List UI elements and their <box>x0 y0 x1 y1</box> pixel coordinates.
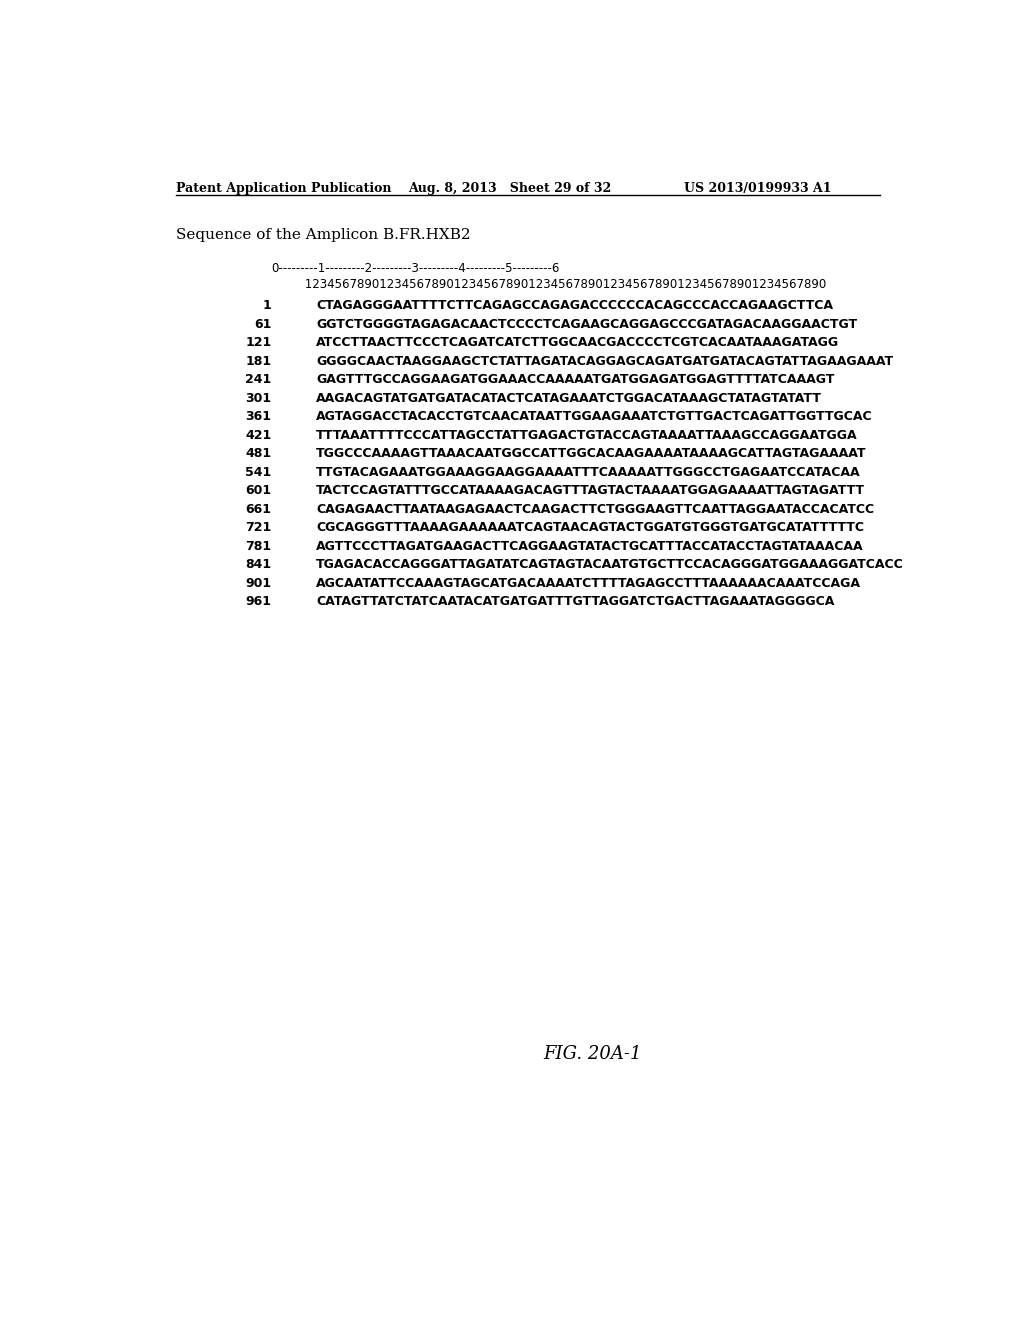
Text: GGGGCAACTAAGGAAGCTCTATTAGATACAGGAGCAGATGATGATACAGTATTAGAAGAAAT: GGGGCAACTAAGGAAGCTCTATTAGATACAGGAGCAGATG… <box>316 355 894 368</box>
Text: CGCAGGGTTTAAAAGAAAAAATCAGTAACAGTACTGGATGTGGGTGATGCATATTTTTC: CGCAGGGTTTAAAAGAAAAAATCAGTAACAGTACTGGATG… <box>316 521 864 535</box>
Text: 121: 121 <box>245 337 271 350</box>
Text: 361: 361 <box>246 411 271 424</box>
Text: TGAGACACCAGGGATTAGATATCAGTAGTACAATGTGCTTCCACAGGGATGGAAAGGATCACC: TGAGACACCAGGGATTAGATATCAGTAGTACAATGTGCTT… <box>316 558 904 572</box>
Text: CATAGTTATCTATCAATACATGATGATTTGTTAGGATCTGACTTAGAAATAGGGGCA: CATAGTTATCTATCAATACATGATGATTTGTTAGGATCTG… <box>316 595 835 609</box>
Text: GAGTTTGCCAGGAAGATGGAAACCAAAAATGATGGAGATGGAGTTTTATCAAAGT: GAGTTTGCCAGGAAGATGGAAACCAAAAATGATGGAGATG… <box>316 374 835 387</box>
Text: 61: 61 <box>254 318 271 331</box>
Text: AGTTCCCTTAGATGAAGACTTCAGGAAGTATACTGCATTTACCATACCTAGTATAAACAA: AGTTCCCTTAGATGAAGACTTCAGGAAGTATACTGCATTT… <box>316 540 864 553</box>
Text: 1: 1 <box>262 300 271 313</box>
Text: 961: 961 <box>246 595 271 609</box>
Text: Aug. 8, 2013   Sheet 29 of 32: Aug. 8, 2013 Sheet 29 of 32 <box>409 182 611 194</box>
Text: Sequence of the Amplicon B.FR.HXB2: Sequence of the Amplicon B.FR.HXB2 <box>176 227 471 242</box>
Text: 241: 241 <box>245 374 271 387</box>
Text: CTAGAGGGAATTTTCTTCAGAGCCAGAGACCCCCCACAGCCCACCAGAAGCTTCA: CTAGAGGGAATTTTCTTCAGAGCCAGAGACCCCCCACAGC… <box>316 300 834 313</box>
Text: 301: 301 <box>246 392 271 405</box>
Text: 541: 541 <box>245 466 271 479</box>
Text: TACTCCAGTATTTGCCATAAAAGACAGTTTAGTACTAAAATGGAGAAAATTAGTAGATTT: TACTCCAGTATTTGCCATAAAAGACAGTTTAGTACTAAAA… <box>316 484 865 498</box>
Text: Patent Application Publication: Patent Application Publication <box>176 182 391 194</box>
Text: 481: 481 <box>246 447 271 461</box>
Text: 0---------1---------2---------3---------4---------5---------6: 0---------1---------2---------3---------… <box>271 263 560 276</box>
Text: AAGACAGTATGATGATACATACTCATAGAAATCTGGACATAAAGCTATAGTATATT: AAGACAGTATGATGATACATACTCATAGAAATCTGGACAT… <box>316 392 822 405</box>
Text: 781: 781 <box>246 540 271 553</box>
Text: ATCCTTAACTTCCCTCAGATCATCTTGGCAACGACCCCTCGTCACAATAAAGATAGG: ATCCTTAACTTCCCTCAGATCATCTTGGCAACGACCCCTC… <box>316 337 840 350</box>
Text: 1234567890123456789012345678901234567890123456789012345678901234567890: 1234567890123456789012345678901234567890… <box>271 277 826 290</box>
Text: 841: 841 <box>246 558 271 572</box>
Text: 601: 601 <box>246 484 271 498</box>
Text: TTTAAATTTTCCCATTAGCCTATTGAGACTGTACCAGTAAAATTAAAGCCAGGAATGGA: TTTAAATTTTCCCATTAGCCTATTGAGACTGTACCAGTAA… <box>316 429 858 442</box>
Text: US 2013/0199933 A1: US 2013/0199933 A1 <box>684 182 831 194</box>
Text: AGTAGGACCTACACCTGTCAACATAATTGGAAGAAATCTGTTGACTCAGATTGGTTGCAC: AGTAGGACCTACACCTGTCAACATAATTGGAAGAAATCTG… <box>316 411 872 424</box>
Text: TGGCCCAAAAGTTAAACAATGGCCATTGGCACAAGAAAATAAAAGCATTAGTAGAAAAT: TGGCCCAAAAGTTAAACAATGGCCATTGGCACAAGAAAAT… <box>316 447 867 461</box>
Text: CAGAGAACTTAATAAGAGAACTCAAGACTTCTGGGAAGTTCAATTAGGAATACCACATCC: CAGAGAACTTAATAAGAGAACTCAAGACTTCTGGGAAGTT… <box>316 503 874 516</box>
Text: GGTCTGGGGTAGAGACAACTCCCCTCAGAAGCAGGAGCCCGATAGACAAGGAACTGT: GGTCTGGGGTAGAGACAACTCCCCTCAGAAGCAGGAGCCC… <box>316 318 857 331</box>
Text: FIG. 20A-1: FIG. 20A-1 <box>544 1045 642 1063</box>
Text: 901: 901 <box>246 577 271 590</box>
Text: TTGTACAGAAATGGAAAGGAAGGAAAATTTCAAAAATTGGGCCTGAGAATCCATACAA: TTGTACAGAAATGGAAAGGAAGGAAAATTTCAAAAATTGG… <box>316 466 861 479</box>
Text: AGCAATATTCCAAAGTAGCATGACAAAATCTTTTAGAGCCTTTAAAAAACAAATCCAGA: AGCAATATTCCAAAGTAGCATGACAAAATCTTTTAGAGCC… <box>316 577 861 590</box>
Text: 661: 661 <box>246 503 271 516</box>
Text: 421: 421 <box>245 429 271 442</box>
Text: 181: 181 <box>246 355 271 368</box>
Text: 721: 721 <box>245 521 271 535</box>
